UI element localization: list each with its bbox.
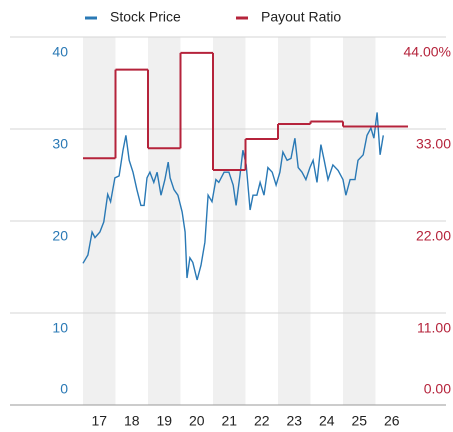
x-tick-label: 21: [221, 413, 237, 429]
x-tick-label: 20: [189, 413, 205, 429]
x-tick-label: 23: [286, 413, 302, 429]
x-tick-label: 26: [384, 413, 400, 429]
x-tick-label: 17: [91, 413, 107, 429]
y-tick-label: 40: [52, 44, 68, 60]
y-tick-label: 0: [60, 381, 68, 397]
y2-tick-label: 11.00: [417, 320, 451, 336]
legend-label: Payout Ratio: [261, 9, 341, 25]
x-tick-label: 25: [351, 413, 367, 429]
price-line: [82, 112, 384, 281]
x-tick-label: 19: [156, 413, 172, 429]
x-tick-label: 24: [319, 413, 335, 429]
y-tick-label: 30: [52, 136, 68, 152]
x-tick-label: 18: [124, 413, 140, 429]
x-tick-label: 22: [254, 413, 270, 429]
y-tick-label: 10: [52, 320, 68, 336]
y2-tick-label: 22.00: [416, 228, 451, 244]
y2-tick-label: 33.00: [416, 136, 451, 152]
y2-tick-label: 44.00%: [404, 44, 451, 60]
y2-tick-label: 0.00: [424, 381, 451, 397]
legend-label: Stock Price: [110, 9, 181, 25]
y-tick-label: 20: [52, 228, 68, 244]
